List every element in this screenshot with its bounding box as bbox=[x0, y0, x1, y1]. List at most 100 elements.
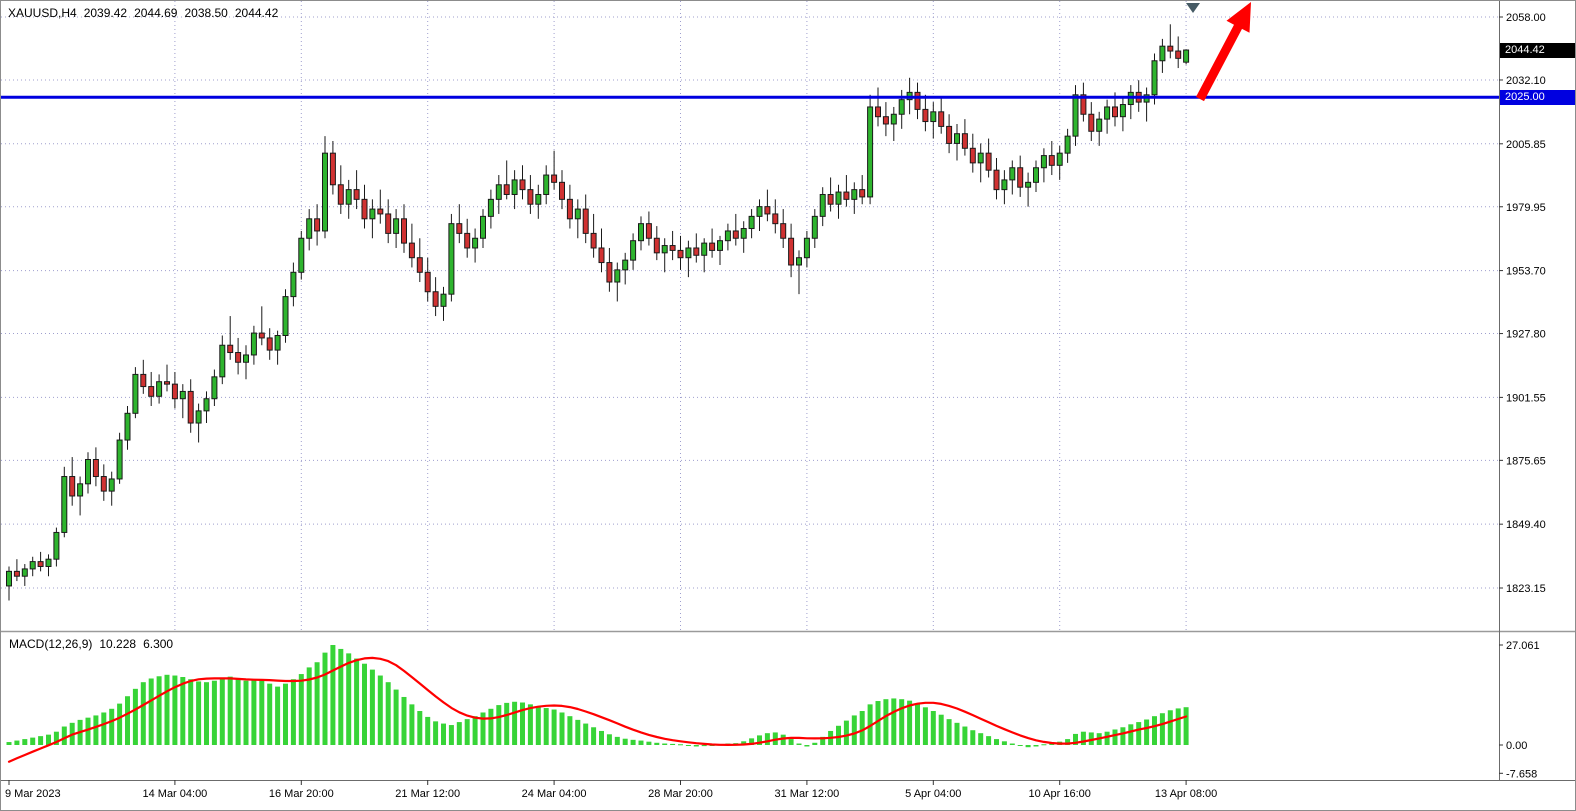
macd-histogram-bar bbox=[891, 698, 897, 745]
macd-histogram-bar bbox=[851, 715, 857, 745]
macd-histogram-bar bbox=[38, 736, 44, 745]
macd-histogram-bar bbox=[283, 683, 288, 745]
macd-histogram-bar bbox=[512, 701, 518, 745]
candle-up bbox=[890, 113, 897, 125]
macd-histogram-bar bbox=[330, 645, 336, 745]
macd-histogram-bar bbox=[1175, 708, 1181, 745]
candle-up bbox=[53, 531, 60, 560]
macd-histogram-bar bbox=[290, 679, 296, 745]
macd-histogram-bar bbox=[678, 744, 683, 746]
macd-histogram-bar bbox=[385, 682, 391, 745]
macd-histogram-bar bbox=[148, 678, 154, 745]
candle-down bbox=[827, 193, 834, 205]
macd-histogram-bar bbox=[685, 745, 691, 746]
macd-indicator bbox=[6, 645, 1189, 763]
candle-up bbox=[1096, 118, 1103, 132]
time-axis-label: 9 Mar 2023 bbox=[5, 788, 61, 800]
macd-histogram-bar bbox=[788, 739, 794, 745]
macd-histogram-bar bbox=[188, 679, 194, 745]
macd-histogram-bar bbox=[646, 741, 652, 745]
candle-down bbox=[1080, 94, 1087, 115]
macd-histogram-bar bbox=[504, 702, 510, 745]
macd-histogram-bar bbox=[441, 723, 446, 745]
candle-down bbox=[424, 271, 431, 293]
macd-histogram-bar bbox=[749, 738, 755, 745]
candle-down bbox=[677, 249, 684, 259]
macd-histogram-bar bbox=[243, 680, 249, 745]
candle-down bbox=[669, 245, 676, 251]
candle-up bbox=[638, 223, 644, 242]
macd-histogram-bar bbox=[196, 681, 202, 745]
macd-histogram-bar bbox=[638, 740, 644, 745]
candle-down bbox=[709, 242, 716, 251]
macd-histogram-bar bbox=[125, 696, 130, 745]
candle-up bbox=[724, 230, 731, 242]
macd-histogram-bar bbox=[117, 703, 123, 745]
macd-histogram-bar bbox=[30, 737, 36, 745]
ohlc-close: 2044.42 bbox=[234, 6, 279, 20]
candle-up bbox=[61, 476, 68, 533]
candle-down bbox=[969, 147, 976, 164]
macd-histogram-bar bbox=[1041, 744, 1047, 746]
price-axis-label: 2058.00 bbox=[1506, 12, 1546, 24]
time-axis[interactable]: 9 Mar 2023 14 Mar 04:00 16 Mar 20:00 21 Mar… bbox=[5, 780, 1217, 800]
macd-histogram-bar bbox=[472, 716, 478, 745]
time-axis-label: 13 Apr 08:00 bbox=[1155, 788, 1217, 800]
macd-axis: 27.061 0.00 -7.658 bbox=[1499, 640, 1540, 780]
candle-up bbox=[835, 191, 842, 205]
candle-up bbox=[132, 373, 139, 414]
macd-histogram-bar bbox=[132, 688, 138, 745]
price-axis-label: 1823.15 bbox=[1506, 583, 1546, 595]
macd-histogram-bar bbox=[614, 736, 620, 745]
macd-histogram-bar bbox=[275, 686, 281, 745]
macd-histogram-bar bbox=[164, 674, 170, 745]
candle-down bbox=[653, 237, 660, 254]
macd-histogram-bar bbox=[377, 675, 383, 745]
macd-histogram-bar bbox=[804, 745, 810, 747]
candle-down bbox=[598, 247, 605, 264]
macd-histogram-bar bbox=[946, 719, 952, 745]
macd-histogram-bar bbox=[1104, 731, 1110, 745]
candle-up bbox=[543, 174, 550, 195]
macd-histogram-bar bbox=[867, 704, 873, 745]
candle-up bbox=[45, 558, 52, 567]
candle-up bbox=[574, 208, 581, 220]
macd-histogram-bar bbox=[235, 678, 241, 745]
candle-up bbox=[472, 237, 479, 249]
candle-down bbox=[258, 332, 265, 339]
macd-histogram-bar bbox=[527, 704, 533, 745]
macd-histogram-bar bbox=[401, 696, 407, 745]
candle-up bbox=[179, 390, 186, 400]
candle-down bbox=[235, 352, 242, 363]
trend-arrow[interactable] bbox=[1196, 2, 1251, 102]
macd-histogram-bar bbox=[938, 714, 944, 745]
candle-down bbox=[606, 262, 613, 283]
indicator-name: MACD(12,26,9) bbox=[9, 637, 93, 651]
candle-up bbox=[867, 106, 874, 198]
candle-down bbox=[859, 189, 866, 198]
macd-histogram-bar bbox=[211, 680, 217, 745]
macd-histogram-bar bbox=[583, 723, 589, 745]
macd-histogram-bar bbox=[61, 726, 67, 745]
candle-up bbox=[796, 257, 802, 266]
candle-up bbox=[701, 242, 708, 256]
macd-histogram-bar bbox=[1136, 722, 1142, 745]
candle-down bbox=[329, 152, 336, 186]
macd-histogram-bar bbox=[986, 736, 992, 745]
macd-histogram-bar bbox=[994, 739, 999, 745]
macd-histogram-bar bbox=[393, 689, 399, 745]
candle-up bbox=[480, 215, 486, 239]
candle-up bbox=[487, 198, 494, 217]
candle-down bbox=[559, 181, 565, 200]
indicator-macd-value: 10.228 bbox=[99, 637, 137, 651]
macd-histogram-bar bbox=[1065, 739, 1071, 745]
candle-down bbox=[551, 174, 558, 183]
macd-histogram-bar bbox=[1073, 733, 1078, 745]
candle-up bbox=[393, 218, 400, 234]
time-axis-label: 14 Mar 04:00 bbox=[142, 788, 207, 800]
macd-histogram-bar bbox=[812, 742, 818, 745]
candle-up bbox=[954, 133, 960, 144]
candle-down bbox=[164, 381, 170, 385]
price-axis[interactable]: 2058.00 2032.10 2005.85 1979.95 1953.70 1927.… bbox=[1499, 12, 1546, 595]
